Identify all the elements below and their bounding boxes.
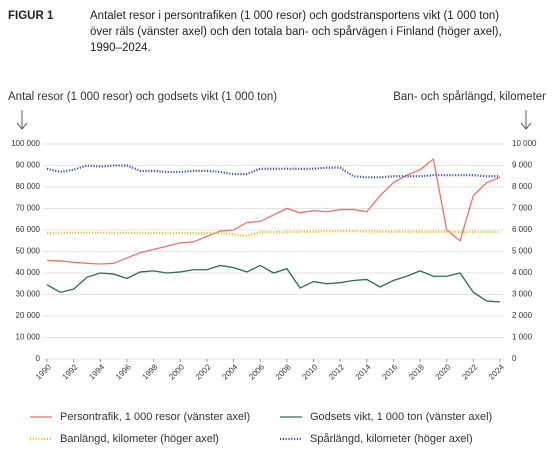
x-tick-label: 1998 <box>141 362 160 381</box>
y-tick-label: 60 000 <box>16 225 41 234</box>
x-tick-label: 2004 <box>220 362 239 381</box>
x-tick-label: 1990 <box>34 362 53 381</box>
x-tick-label: 1992 <box>61 362 80 381</box>
x-tick-label: 2024 <box>487 362 506 381</box>
y2-tick-label: 3 000 <box>512 290 533 299</box>
x-tick-label: 2000 <box>167 362 186 381</box>
y-tick-label: 30 000 <box>16 290 41 299</box>
y2-tick-label: 4 000 <box>512 268 533 277</box>
series-line <box>46 164 500 179</box>
x-tick-label: 2016 <box>380 362 399 381</box>
y2-axis-label: Ban- och spårlängd, kilometer <box>393 91 546 103</box>
y-tick-label: 10 000 <box>16 333 41 342</box>
y2-tick-label: 1 000 <box>512 333 533 342</box>
header: FIGUR 1 Antalet resor i persontrafiken (… <box>8 8 508 56</box>
y-tick-label: 90 000 <box>16 161 41 170</box>
y2-tick-label: 0 <box>512 354 517 363</box>
x-tick-label: 1996 <box>114 362 133 381</box>
x-tick-label: 2018 <box>407 362 426 381</box>
y2-tick-label: 10 000 <box>512 139 537 148</box>
subtitle: Antalet resor i persontrafiken (1 000 re… <box>90 10 502 54</box>
x-tick-label: 2014 <box>354 362 373 381</box>
legend-label: Persontrafik, 1 000 resor (vänster axel) <box>60 411 250 423</box>
y-axis-label: Antal resor (1 000 resor) och godsets vi… <box>8 91 277 103</box>
y2-tick-label: 6 000 <box>512 225 533 234</box>
x-tick-label: 1994 <box>87 362 106 381</box>
legend-label: Banlängd, kilometer (höger axel) <box>60 433 219 445</box>
y-tick-label: 80 000 <box>16 182 41 191</box>
y2-tick-label: 8 000 <box>512 182 533 191</box>
arrows <box>16 110 532 130</box>
legend-label: Spårlängd, kilometer (höger axel) <box>310 433 473 445</box>
x-tick-label: 2020 <box>434 362 453 381</box>
x-tick-label: 2022 <box>460 362 479 381</box>
figure-label: FIGUR 1 <box>8 10 54 22</box>
x-tick-label: 2002 <box>194 362 213 381</box>
series-line <box>46 230 500 237</box>
x-tick-label: 2010 <box>300 362 319 381</box>
x-tick-label: 2008 <box>274 362 293 381</box>
series-line <box>46 264 501 303</box>
series-line <box>46 157 501 265</box>
legend-label: Godsets vikt, 1 000 ton (vänster axel) <box>310 411 492 423</box>
y2-tick-label: 2 000 <box>512 311 533 320</box>
y2-tick-label: 7 000 <box>512 204 533 213</box>
x-tick-label: 2012 <box>327 362 346 381</box>
y2-tick-label: 5 000 <box>512 247 533 256</box>
y-tick-label: 50 000 <box>16 247 41 256</box>
y-tick-label: 20 000 <box>16 311 41 320</box>
y-tick-label: 70 000 <box>16 204 41 213</box>
y-tick-label: 0 <box>36 354 41 363</box>
y-tick-label: 40 000 <box>16 268 41 277</box>
x-tick-label: 2006 <box>247 362 266 381</box>
y2-tick-label: 9 000 <box>512 161 533 170</box>
y-tick-label: 100 000 <box>11 139 40 148</box>
